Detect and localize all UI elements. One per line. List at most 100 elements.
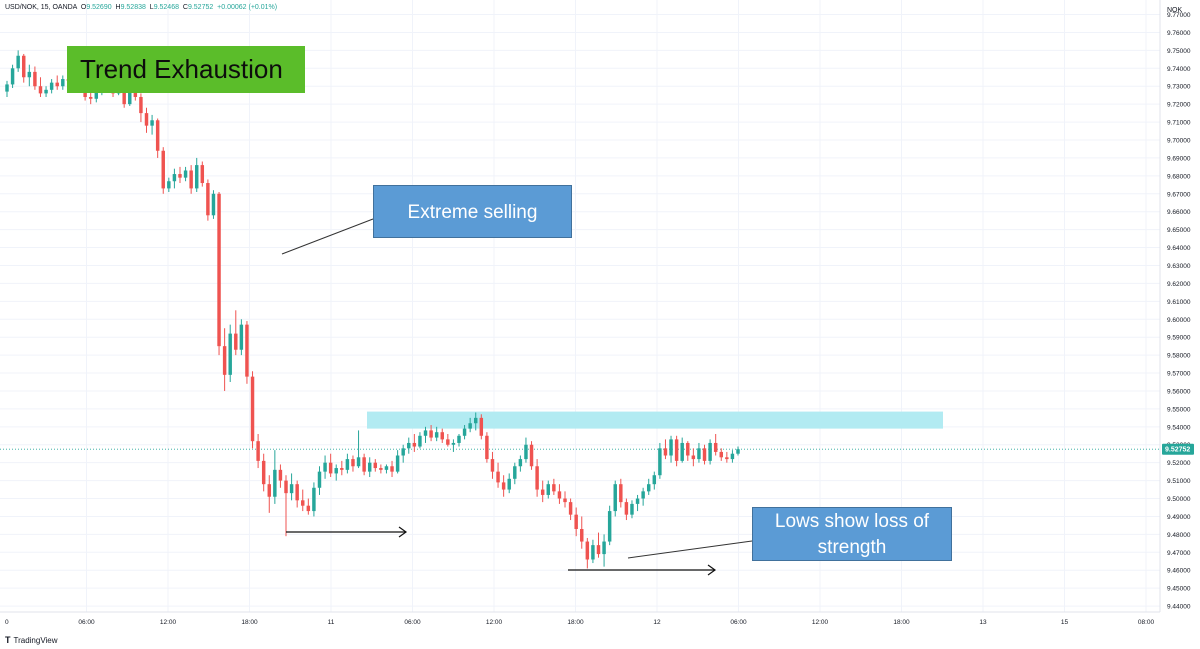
price-tick-label: 9.47000	[1167, 550, 1191, 557]
candle-body	[44, 89, 48, 94]
candle-body	[630, 503, 634, 515]
candle-body	[646, 484, 651, 492]
candle-body	[273, 469, 277, 497]
candle-body	[451, 442, 456, 445]
time-tick-label: 13	[979, 619, 987, 626]
price-tick-label: 9.49000	[1167, 514, 1191, 521]
time-axis[interactable]: 0 06:00 12:00 18:00 11 06:00 12:00 18:00 12 06:00…	[5, 619, 1200, 626]
candle-body	[557, 491, 562, 499]
candle-body	[155, 120, 160, 151]
candle-body	[501, 482, 506, 490]
candle-body	[563, 498, 567, 503]
candle-body	[725, 457, 729, 460]
candle-body	[652, 475, 657, 485]
price-tick-label: 9.75000	[1167, 48, 1191, 55]
candle-body	[596, 545, 601, 555]
time-tick-label: 08:00	[1138, 619, 1155, 626]
candle-body	[619, 484, 623, 503]
candle-body	[474, 417, 478, 424]
candle-body	[217, 193, 221, 347]
candle-body	[334, 468, 338, 474]
candle-body	[306, 505, 311, 512]
candle-body	[658, 448, 662, 476]
price-axis[interactable]: 9.77000 9.76000 9.75000 9.74000 9.73000 9.720…	[1167, 12, 1191, 611]
symbol-label[interactable]: USD/NOK, 15, OANDA	[5, 4, 77, 11]
price-tick-label: 9.73000	[1167, 84, 1191, 91]
candle-body	[22, 55, 26, 78]
currency-label: NOK	[1167, 7, 1183, 14]
price-tick-label: 9.68000	[1167, 173, 1191, 180]
candle-body	[295, 484, 299, 501]
candle-body	[529, 444, 534, 467]
candle-body	[697, 448, 701, 460]
candle-body	[429, 430, 433, 438]
price-tick-label: 9.66000	[1167, 209, 1191, 216]
tradingview-logo[interactable]: T TradingView	[5, 635, 58, 645]
open-value: 9.52690	[86, 4, 112, 11]
time-tick-label: 06:00	[404, 619, 421, 626]
candle-body	[574, 514, 578, 530]
time-tick-label: 12	[653, 619, 661, 626]
candle-body	[708, 442, 712, 461]
candle-body	[128, 91, 132, 105]
candle-body	[518, 459, 523, 467]
candle-body	[178, 174, 182, 178]
candle-body	[624, 502, 629, 515]
candle-body	[635, 498, 640, 504]
high-value: 9.52838	[120, 4, 146, 11]
price-tick-label: 9.56000	[1167, 388, 1191, 395]
price-tick-label: 9.55000	[1167, 406, 1191, 413]
price-tick-label: 9.52000	[1167, 460, 1191, 467]
price-tick-label: 9.57000	[1167, 371, 1191, 378]
price-tick-label: 9.64000	[1167, 245, 1191, 252]
time-tick-label: 12:00	[812, 619, 829, 626]
candle-body	[736, 449, 740, 454]
candle-body	[133, 91, 138, 97]
symbol-info-bar: USD/NOK, 15, OANDA O9.52690 H9.52838 L9.…	[5, 4, 278, 11]
candle-body	[568, 502, 573, 515]
candle-body	[552, 484, 556, 492]
candle-body	[479, 417, 484, 436]
price-tick-label: 9.65000	[1167, 227, 1191, 234]
price-tick-label: 9.62000	[1167, 281, 1191, 288]
time-tick-label: 18:00	[241, 619, 258, 626]
candle-body	[434, 432, 439, 438]
candle-body	[513, 466, 517, 479]
candle-body	[407, 442, 411, 449]
candle-body	[278, 469, 283, 481]
low-value: 9.52468	[153, 4, 179, 11]
candle-body	[540, 489, 545, 495]
candle-body	[613, 484, 617, 512]
trend-exhaustion-title: Trend Exhaustion	[67, 46, 305, 93]
price-tick-label: 9.69000	[1167, 155, 1191, 162]
candle-body	[485, 435, 489, 460]
candle-body	[161, 150, 165, 189]
price-tick-label: 9.44000	[1167, 604, 1191, 611]
candle-body	[674, 439, 679, 461]
price-tick-label: 9.46000	[1167, 568, 1191, 575]
candle-body	[222, 346, 227, 375]
candle-body	[423, 430, 428, 436]
arrow-right-icon	[286, 526, 408, 538]
candle-body	[139, 96, 143, 114]
candle-body	[418, 435, 422, 447]
candle-body	[88, 96, 93, 99]
candle-body	[663, 448, 668, 456]
candle-body	[250, 376, 255, 442]
current-price-value: 9.52752	[1165, 447, 1190, 454]
candle-body	[585, 541, 590, 560]
candle-body	[641, 491, 645, 499]
candle-body	[256, 441, 260, 461]
candle-body	[55, 82, 59, 87]
selling-callout-connector	[281, 218, 374, 255]
candlestick-series	[5, 50, 740, 569]
candle-body	[172, 174, 177, 182]
candle-body	[546, 484, 551, 495]
candle-body	[289, 484, 294, 494]
price-tick-label: 9.58000	[1167, 353, 1191, 360]
candle-body	[580, 529, 584, 542]
candle-body	[680, 442, 684, 461]
candle-body	[367, 462, 372, 472]
candle-body	[373, 462, 378, 469]
